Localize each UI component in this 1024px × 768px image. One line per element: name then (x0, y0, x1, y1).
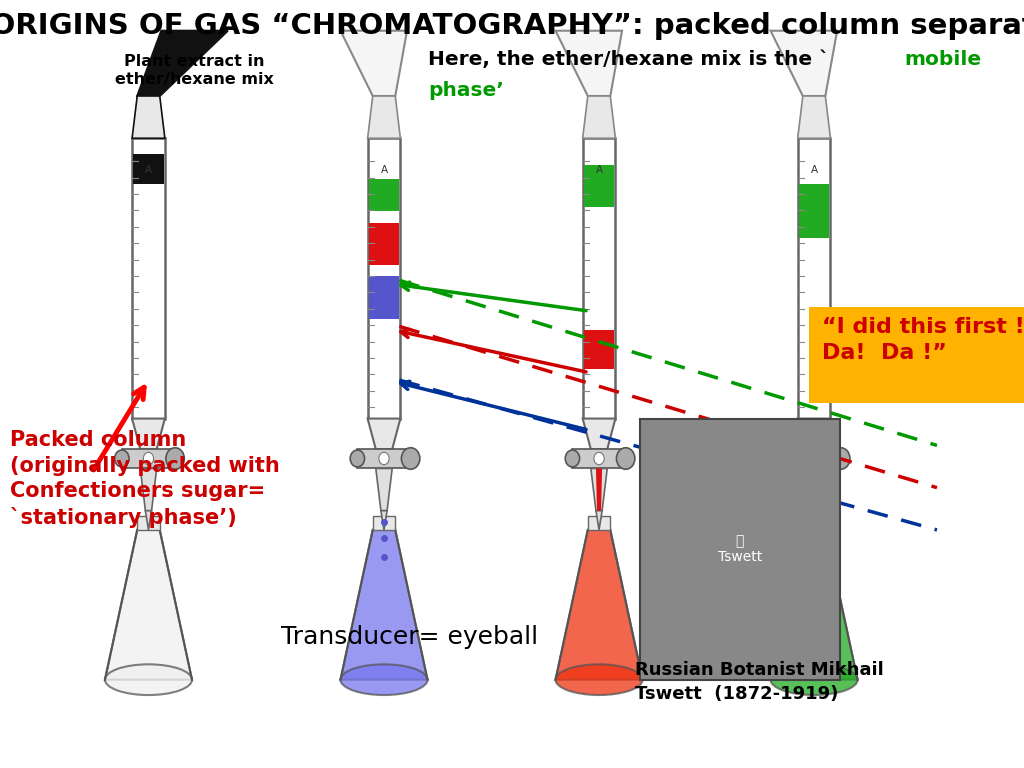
Polygon shape (368, 419, 400, 449)
Text: Packed column
(originally packed with
Confectioners sugar=
`stationary phase’): Packed column (originally packed with Co… (10, 430, 280, 528)
Bar (369, 179, 399, 211)
Polygon shape (811, 468, 817, 511)
Bar (640, 419, 840, 680)
Bar (133, 154, 164, 184)
Text: A: A (811, 165, 817, 175)
Bar (572, 449, 626, 468)
Bar (584, 165, 614, 207)
Bar (368, 138, 400, 419)
Ellipse shape (771, 664, 858, 695)
Text: 📷
Tswett: 📷 Tswett (718, 534, 762, 564)
Polygon shape (132, 419, 165, 449)
Ellipse shape (350, 450, 365, 467)
Polygon shape (555, 31, 622, 96)
Ellipse shape (565, 450, 580, 467)
Bar (357, 449, 411, 468)
Bar (584, 330, 614, 369)
Polygon shape (137, 31, 227, 96)
Text: phase’: phase’ (428, 81, 504, 100)
Bar (799, 184, 829, 238)
Polygon shape (583, 419, 615, 449)
Polygon shape (596, 511, 602, 530)
Polygon shape (555, 530, 643, 680)
Polygon shape (340, 31, 407, 96)
Polygon shape (596, 468, 602, 511)
Polygon shape (798, 419, 830, 449)
Text: “I did this first !
Da!  Da !”: “I did this first ! Da! Da !” (822, 317, 1024, 362)
Polygon shape (771, 530, 858, 680)
Text: Russian Botanist Mikhail
Tswett  (1872-1919): Russian Botanist Mikhail Tswett (1872-19… (635, 661, 884, 703)
Bar (588, 516, 610, 530)
Bar (369, 223, 399, 265)
Text: A: A (596, 165, 602, 175)
Text: A: A (381, 165, 387, 175)
Ellipse shape (104, 664, 193, 695)
FancyBboxPatch shape (809, 307, 1024, 403)
Polygon shape (145, 511, 152, 530)
Ellipse shape (143, 452, 154, 465)
Bar (798, 138, 830, 419)
Bar (787, 449, 841, 468)
Ellipse shape (166, 448, 184, 469)
Polygon shape (806, 468, 822, 511)
Text: The ORIGINS OF GAS “CHROMATOGRAPHY”: packed column separations: The ORIGINS OF GAS “CHROMATOGRAPHY”: pac… (0, 12, 1024, 39)
Polygon shape (140, 468, 157, 511)
Ellipse shape (616, 448, 635, 469)
Bar (369, 276, 399, 319)
Text: Plant extract in
ether/hexane mix: Plant extract in ether/hexane mix (115, 54, 274, 88)
Ellipse shape (555, 664, 643, 695)
Bar (122, 449, 175, 468)
Text: mobile: mobile (904, 50, 981, 69)
Ellipse shape (831, 448, 850, 469)
Text: Here, the ether/hexane mix is the `: Here, the ether/hexane mix is the ` (428, 50, 829, 69)
Polygon shape (376, 468, 392, 511)
Ellipse shape (809, 452, 819, 465)
Text: Transducer= eyeball: Transducer= eyeball (281, 625, 539, 649)
Ellipse shape (115, 450, 129, 467)
Bar (373, 516, 395, 530)
Polygon shape (591, 468, 607, 511)
Bar (803, 516, 825, 530)
Polygon shape (132, 96, 165, 138)
Bar (137, 516, 160, 530)
Polygon shape (340, 530, 428, 680)
Bar (583, 138, 615, 419)
Polygon shape (368, 96, 400, 138)
Ellipse shape (340, 664, 428, 695)
Bar (132, 138, 165, 419)
Ellipse shape (401, 448, 420, 469)
Ellipse shape (780, 450, 795, 467)
Polygon shape (104, 530, 193, 680)
Polygon shape (381, 511, 387, 530)
Text: A: A (145, 165, 152, 175)
Polygon shape (811, 511, 817, 530)
Polygon shape (583, 96, 615, 138)
Polygon shape (798, 96, 830, 138)
Polygon shape (771, 31, 838, 96)
Ellipse shape (594, 452, 604, 465)
Ellipse shape (379, 452, 389, 465)
